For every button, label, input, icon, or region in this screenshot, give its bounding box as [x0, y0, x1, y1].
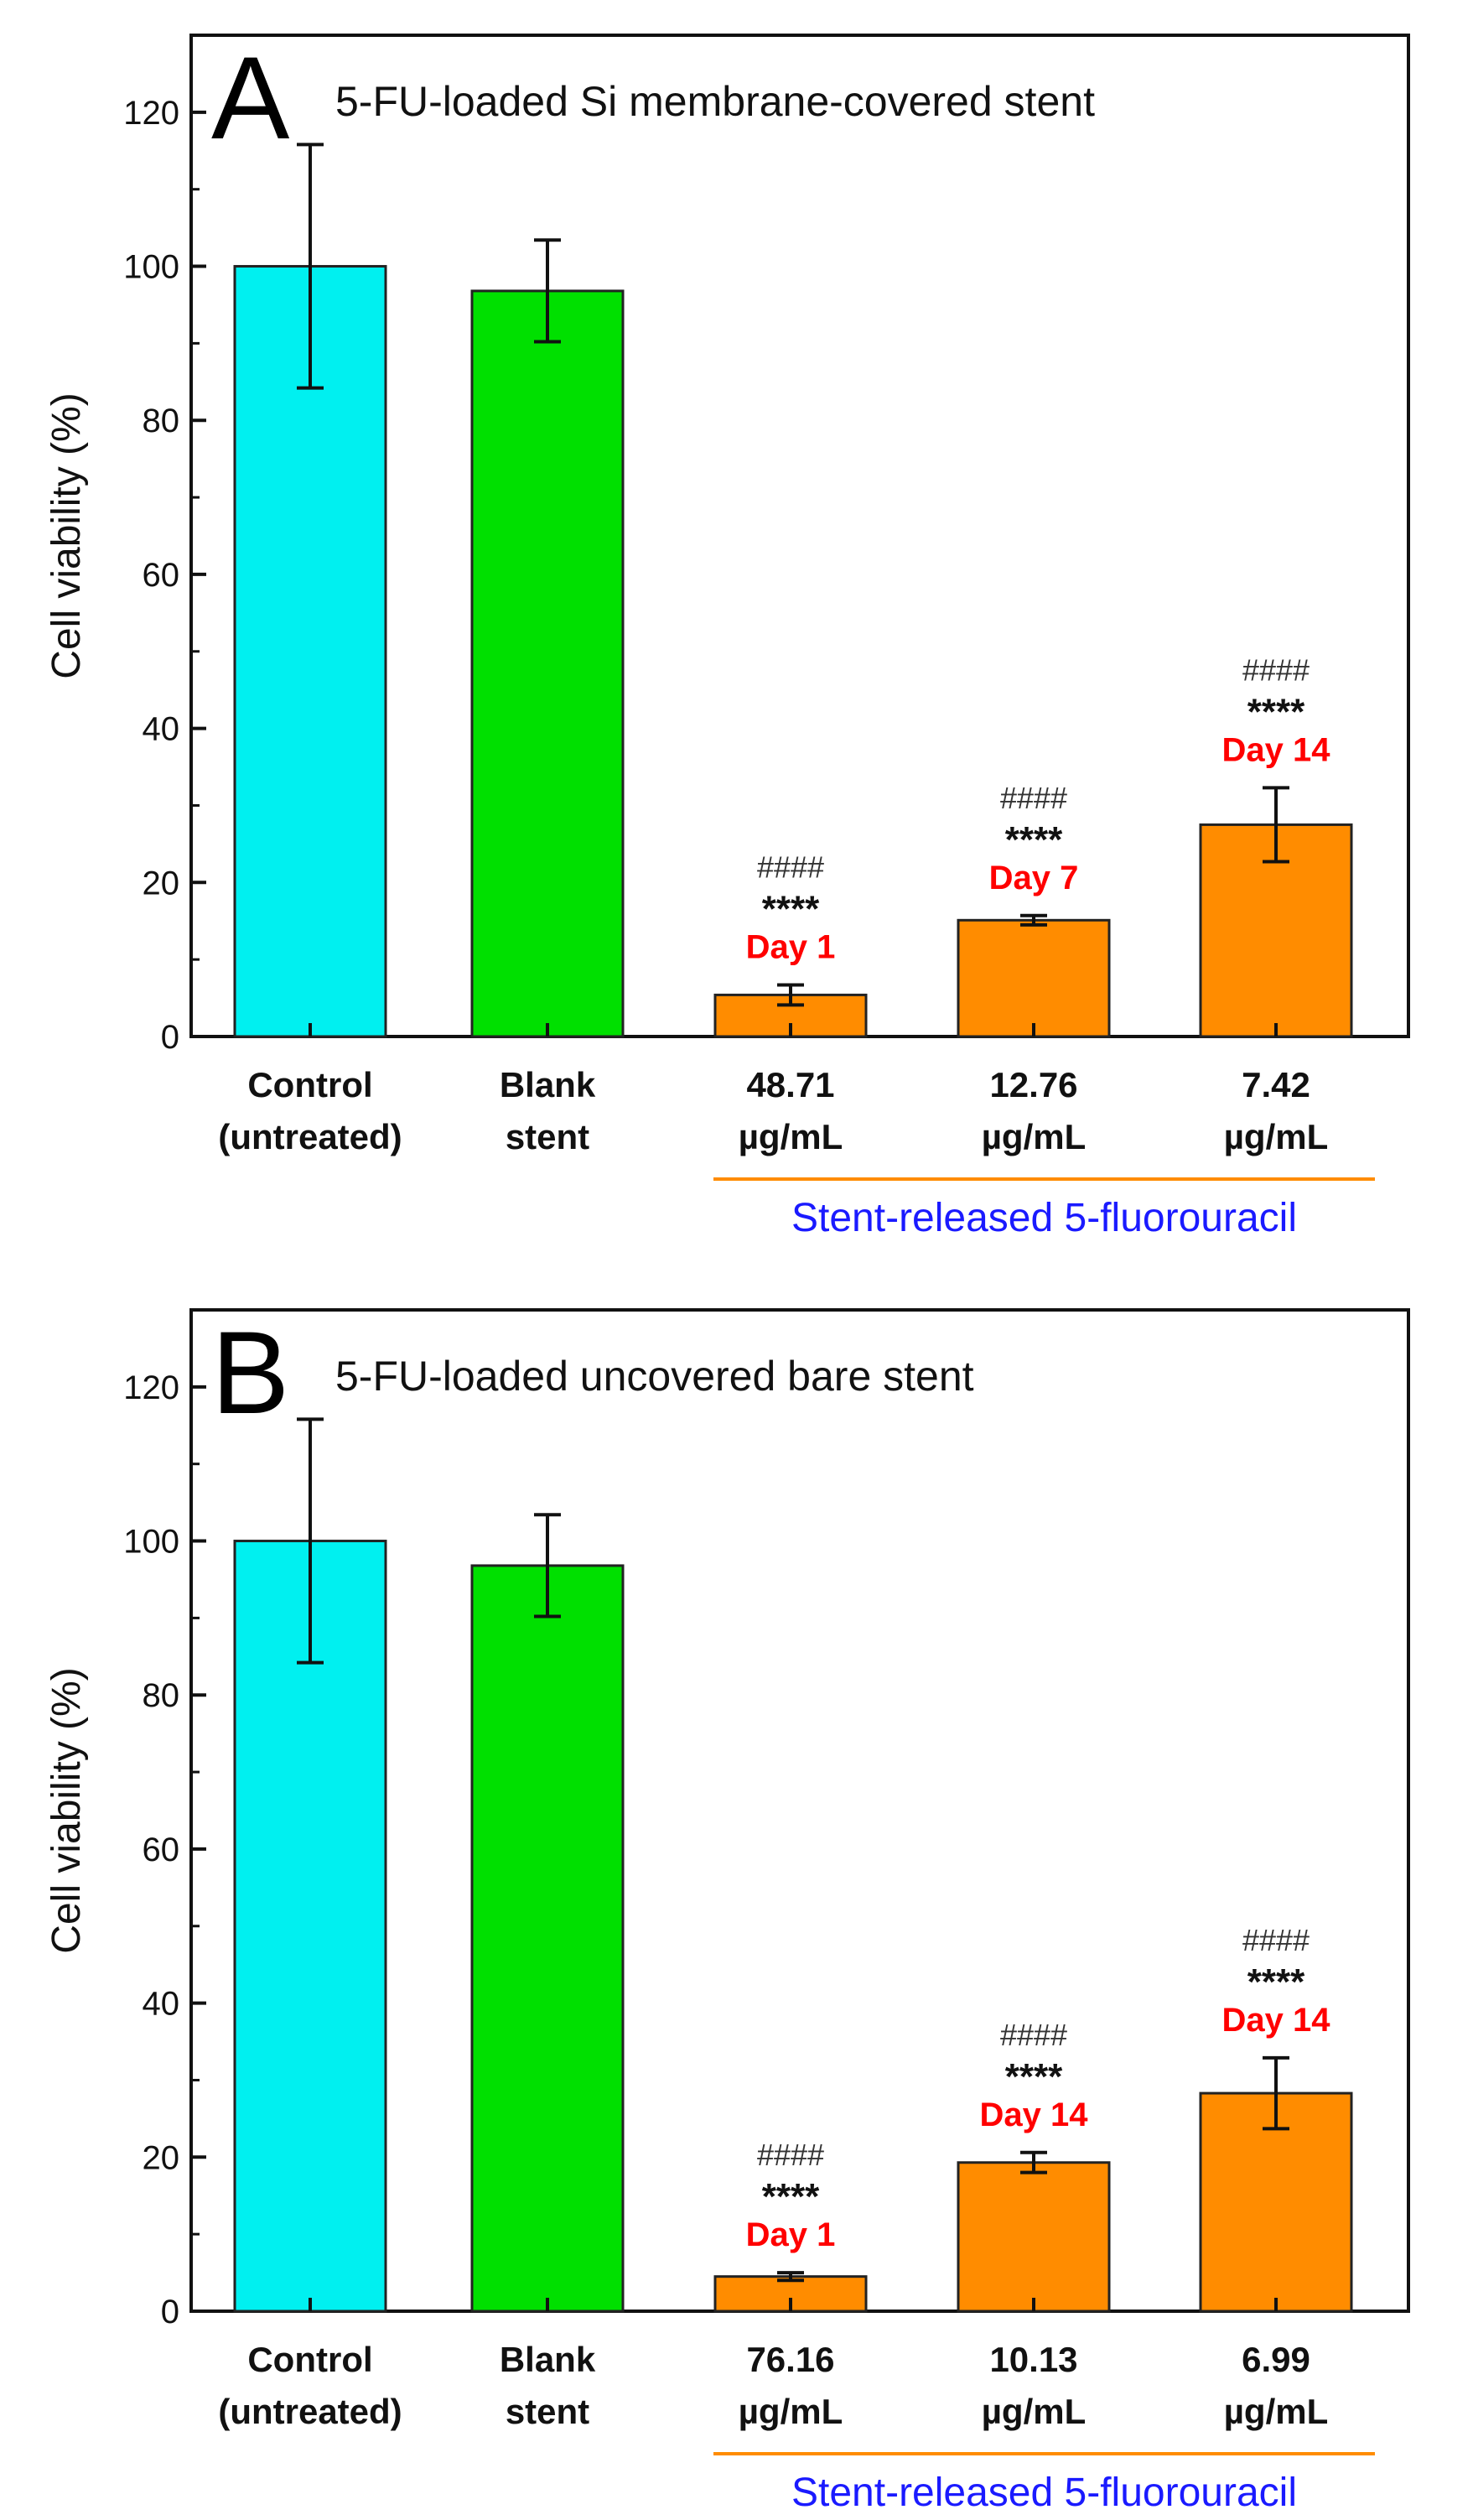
panel-letter: B [211, 1307, 289, 1438]
y-tick-label: 40 [143, 1986, 180, 2023]
y-tick-label: 100 [123, 1524, 179, 1561]
y-tick-label: 120 [123, 1369, 179, 1406]
bar [957, 2161, 1111, 2313]
y-tick-label: 0 [161, 2294, 179, 2330]
bar [957, 918, 1111, 1038]
category-label-sub: (untreated) [218, 2392, 402, 2431]
bar [233, 265, 387, 1038]
y-tick-label: 60 [143, 557, 180, 594]
category-label: Blank [500, 1065, 596, 1104]
bar [470, 1564, 625, 2313]
panel-letter: A [211, 32, 290, 164]
y-tick-label: 0 [161, 1019, 179, 1056]
y-axis-label: Cell viability (%) [44, 392, 89, 678]
y-tick-label: 40 [143, 711, 180, 748]
day-label: Day 14 [1222, 731, 1331, 768]
category-label: 7.42 [1242, 1065, 1310, 1104]
day-label: Day 7 [989, 860, 1079, 896]
significance-hash: #### [757, 2138, 824, 2172]
category-label: Control [247, 1065, 372, 1104]
y-tick-label: 20 [143, 2139, 180, 2176]
day-label: Day 1 [746, 2216, 836, 2253]
chart-title: 5-FU-loaded Si membrane-covered stent [335, 78, 1095, 125]
y-tick-label: 120 [123, 95, 179, 132]
category-label-sub: (untreated) [218, 1117, 402, 1156]
y-tick-label: 60 [143, 1832, 180, 1868]
chart-panel-b: 0 20 40 60 80 100 120 Cell viability (%) B 5-FU-l… [44, 1307, 1410, 2515]
chart-title: 5-FU-loaded uncovered bare stent [335, 1353, 974, 1400]
significance-stars: **** [1247, 1961, 1305, 2003]
category-label-sub: stent [506, 2392, 589, 2431]
category-label: Blank [500, 2340, 596, 2379]
category-label: Control [247, 2340, 372, 2379]
y-tick-label: 80 [143, 403, 180, 439]
category-label: 12.76 [989, 1065, 1077, 1104]
y-axis-label: Cell viability (%) [44, 1667, 89, 1953]
category-label-sub: µg/mL [982, 2392, 1087, 2431]
group-label: Stent-released 5-fluorouracil [791, 1196, 1297, 1240]
category-label: 10.13 [989, 2340, 1077, 2379]
day-label: Day 14 [980, 2097, 1089, 2133]
category-label-sub: µg/mL [739, 1117, 843, 1156]
significance-stars: **** [1005, 819, 1063, 860]
significance-hash: #### [757, 850, 824, 884]
significance-hash: #### [1000, 781, 1067, 815]
significance-stars: **** [1005, 2056, 1063, 2097]
significance-stars: **** [762, 2176, 820, 2217]
y-tick-label: 80 [143, 1677, 180, 1714]
significance-hash: #### [1000, 2018, 1067, 2052]
category-label-sub: µg/mL [1224, 2392, 1329, 2431]
significance-hash: #### [1242, 652, 1310, 687]
y-tick-label: 20 [143, 865, 180, 901]
bar [233, 1540, 387, 2313]
significance-stars: **** [762, 888, 820, 929]
day-label: Day 1 [746, 928, 836, 965]
day-label: Day 14 [1222, 2002, 1331, 2039]
group-label: Stent-released 5-fluorouracil [791, 2471, 1297, 2515]
category-label: 48.71 [746, 1065, 834, 1104]
chart-panel-a: 0 20 40 60 80 100 120 Cell viability (%) A 5-FU-l… [44, 32, 1410, 1240]
significance-stars: **** [1247, 691, 1305, 732]
category-label: 6.99 [1242, 2340, 1310, 2379]
category-label-sub: µg/mL [982, 1117, 1087, 1156]
bar [470, 289, 625, 1038]
category-label-sub: µg/mL [739, 2392, 843, 2431]
significance-hash: #### [1242, 1923, 1310, 1957]
category-label-sub: stent [506, 1117, 589, 1156]
y-tick-label: 100 [123, 249, 179, 286]
category-label-sub: µg/mL [1224, 1117, 1329, 1156]
category-label: 76.16 [746, 2340, 834, 2379]
